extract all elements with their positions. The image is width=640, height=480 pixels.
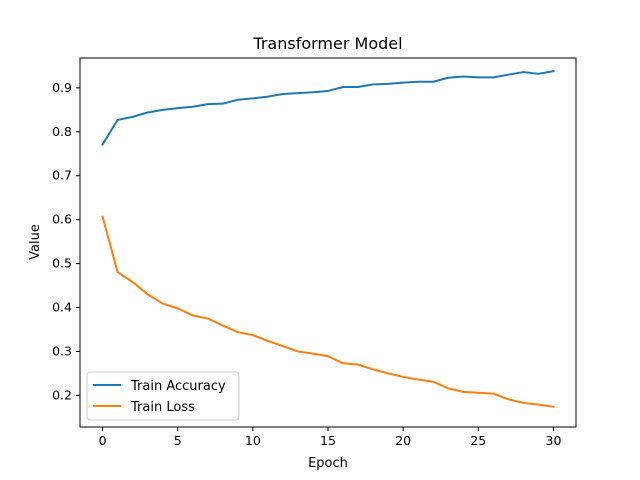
x-tick-label: 10 — [245, 433, 261, 448]
x-tick-label: 20 — [395, 433, 411, 448]
series-layer — [101, 70, 555, 408]
legend-label-train-accuracy: Train Accuracy — [130, 379, 226, 394]
chart-title: Transformer Model — [252, 34, 402, 53]
y-tick-label: 0.4 — [52, 300, 72, 315]
y-axis-label: Value — [28, 224, 43, 260]
series-line-train-accuracy — [101, 70, 555, 146]
x-tick-label: 5 — [174, 433, 182, 448]
y-axis-ticks: 0.2 0.3 0.4 0.5 0.6 0.7 0.8 0.9 — [52, 80, 80, 402]
series-line-train-loss — [101, 215, 555, 408]
y-tick-label: 0.6 — [52, 212, 72, 227]
y-tick-label: 0.8 — [52, 124, 72, 139]
y-tick-label: 0.5 — [52, 256, 72, 271]
x-tick-label: 30 — [546, 433, 562, 448]
x-axis-label: Epoch — [308, 456, 348, 471]
legend-box — [86, 371, 240, 421]
legend-label-train-loss: Train Loss — [130, 400, 195, 415]
y-tick-label: 0.3 — [52, 343, 72, 358]
x-axis-ticks: 0 5 10 15 20 25 30 — [99, 427, 562, 448]
y-tick-label: 0.9 — [52, 80, 72, 95]
y-tick-label: 0.7 — [52, 168, 72, 183]
x-tick-label: 0 — [99, 433, 107, 448]
legend: Train Accuracy Train Loss — [86, 371, 240, 421]
x-tick-label: 25 — [470, 433, 486, 448]
x-tick-label: 15 — [320, 433, 336, 448]
y-tick-label: 0.2 — [52, 387, 72, 402]
